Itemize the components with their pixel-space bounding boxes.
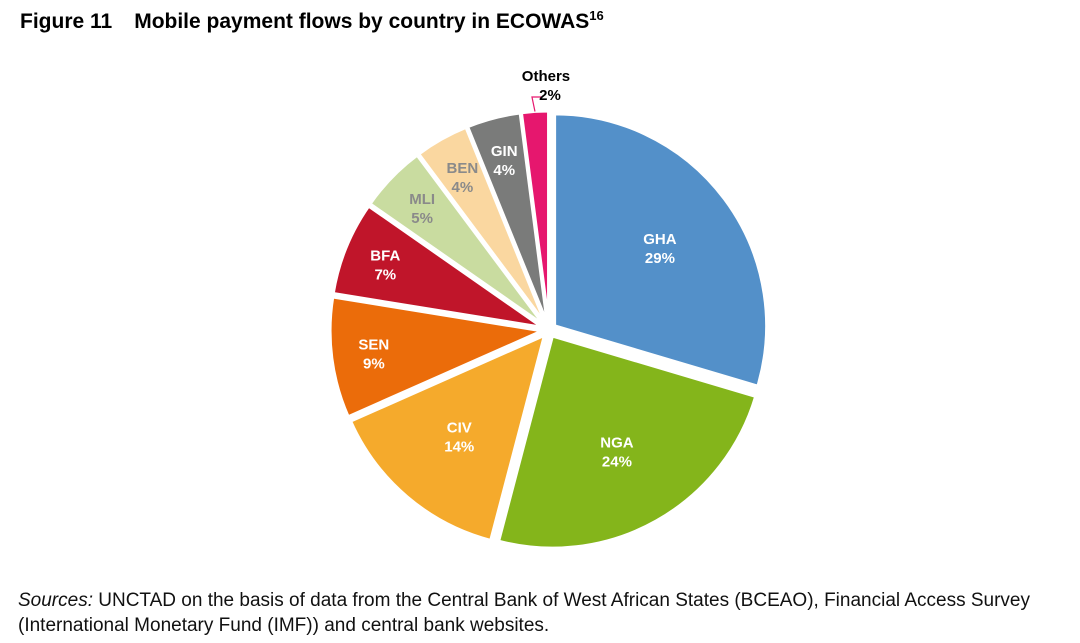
slice-value-label: 2% [539,87,561,104]
figure-title: Figure 11 Mobile payment flows by country… [20,8,604,34]
pie-slice-ben [416,125,547,325]
slice-label: MLI [409,191,435,208]
pie-slice-nga [496,334,758,550]
slice-label: CIV [447,419,472,436]
source-note: Sources: UNCTAD on the basis of data fro… [18,588,1078,638]
pie-slice-mli [368,153,546,327]
slice-value-label: 5% [411,210,433,227]
slice-value-label: 29% [645,250,675,267]
slice-value-label: 14% [444,438,474,455]
slice-label: BEN [447,160,479,177]
slice-value-label: 24% [602,454,632,471]
footnote-ref: 16 [589,8,604,23]
slice-value-label: 9% [363,356,385,373]
source-prefix: Sources: [18,590,93,611]
pie-slice-civ [348,332,547,543]
source-text: UNCTAD on the basis of data from the Cen… [18,590,1030,636]
pie-slice-sen [328,295,548,419]
figure-title-text: Mobile payment flows by country in ECOWA… [134,10,590,33]
figure-number: Figure 11 [20,10,113,33]
slice-label: GIN [491,143,518,160]
pie-chart: GHA 29% NGA 24% CIV 14% SEN 9% BFA 7% MLI 5% BEN 4% GI… [328,68,769,550]
slice-label: BFA [370,248,400,265]
slice-value-label: 4% [493,162,515,179]
slice-value-label: 7% [374,267,396,284]
leader-line-others [531,96,541,112]
slice-label: Others [522,68,570,85]
slice-label: NGA [600,435,634,452]
pie-slice-bfa [331,203,544,329]
slice-label: SEN [358,337,389,354]
slice-label: GHA [643,231,677,248]
slice-value-label: 4% [451,179,473,196]
pie-slice-gha [553,112,769,388]
